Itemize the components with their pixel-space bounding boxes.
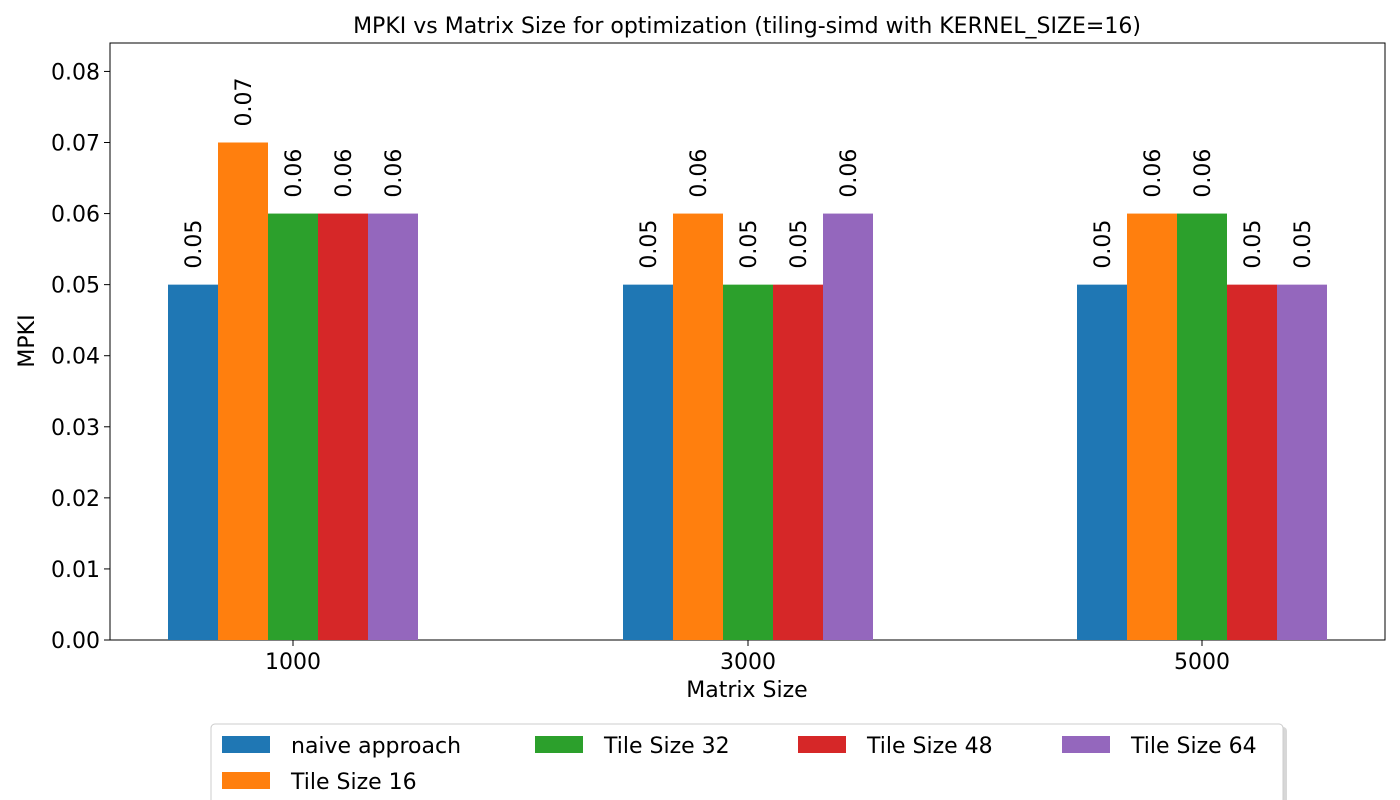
bar: [1127, 213, 1177, 641]
bar-value-label: 0.05: [1091, 220, 1116, 269]
bar: [1077, 284, 1127, 640]
legend-label: naive approach: [291, 734, 461, 759]
bar-value-label: 0.05: [737, 220, 762, 269]
bar-value-label: 0.05: [1241, 220, 1266, 269]
legend-swatch: [222, 736, 270, 753]
bar: [168, 284, 218, 640]
bar: [318, 213, 368, 641]
x-tick-label: 5000: [1174, 650, 1230, 675]
bar-value-label: 0.07: [232, 78, 257, 127]
x-axis-label: Matrix Size: [686, 678, 807, 703]
y-tick-label: 0.04: [51, 345, 100, 370]
bar: [368, 213, 418, 641]
bar: [723, 284, 773, 640]
x-tick-label: 1000: [265, 650, 321, 675]
bar-value-label: 0.05: [787, 220, 812, 269]
bar: [823, 213, 873, 641]
legend-label: Tile Size 48: [866, 734, 993, 759]
legend-swatch: [535, 736, 583, 753]
legend-box: [210, 723, 1284, 800]
x-tick-label: 3000: [720, 650, 776, 675]
y-tick-label: 0.00: [51, 629, 100, 654]
bar-value-label: 0.05: [182, 220, 207, 269]
bar-value-label: 0.06: [382, 149, 407, 198]
legend-label: Tile Size 64: [1130, 734, 1257, 759]
bar: [673, 213, 723, 641]
y-tick-label: 0.06: [51, 203, 100, 228]
y-tick-label: 0.02: [51, 487, 100, 512]
legend-label: Tile Size 16: [290, 770, 417, 795]
bar-value-label: 0.06: [282, 149, 307, 198]
bar: [1227, 284, 1277, 640]
bar: [268, 213, 318, 641]
bar: [1277, 284, 1327, 640]
legend: naive approach Tile Size 16 Tile Size 32 Ti…: [210, 723, 1287, 800]
y-tick-label: 0.08: [51, 60, 100, 85]
y-tick-label: 0.03: [51, 416, 100, 441]
y-tick-label: 0.07: [51, 132, 100, 157]
bar-value-label: 0.06: [687, 149, 712, 198]
bar-value-label: 0.05: [1291, 220, 1316, 269]
legend-label: Tile Size 32: [603, 734, 730, 759]
y-tick-label: 0.01: [51, 558, 100, 583]
legend-swatch: [222, 772, 270, 789]
bar-value-label: 0.06: [1141, 149, 1166, 198]
legend-swatch: [798, 736, 846, 753]
bar: [218, 142, 268, 640]
bar: [773, 284, 823, 640]
chart-title: MPKI vs Matrix Size for optimization (ti…: [353, 14, 1141, 39]
plot-area: 0.00 0.01 0.02 0.03 0.04 0.05 0.06 0.07 0.08 1000…: [51, 42, 1386, 675]
bar-value-label: 0.06: [332, 149, 357, 198]
y-axis-label: MPKI: [15, 314, 40, 367]
bar: [623, 284, 673, 640]
bar-value-label: 0.06: [1191, 149, 1216, 198]
y-tick-label: 0.05: [51, 274, 100, 299]
bar: [1177, 213, 1227, 641]
legend-swatch: [1062, 736, 1110, 753]
bar-value-label: 0.05: [637, 220, 662, 269]
bar-value-label: 0.06: [837, 149, 862, 198]
